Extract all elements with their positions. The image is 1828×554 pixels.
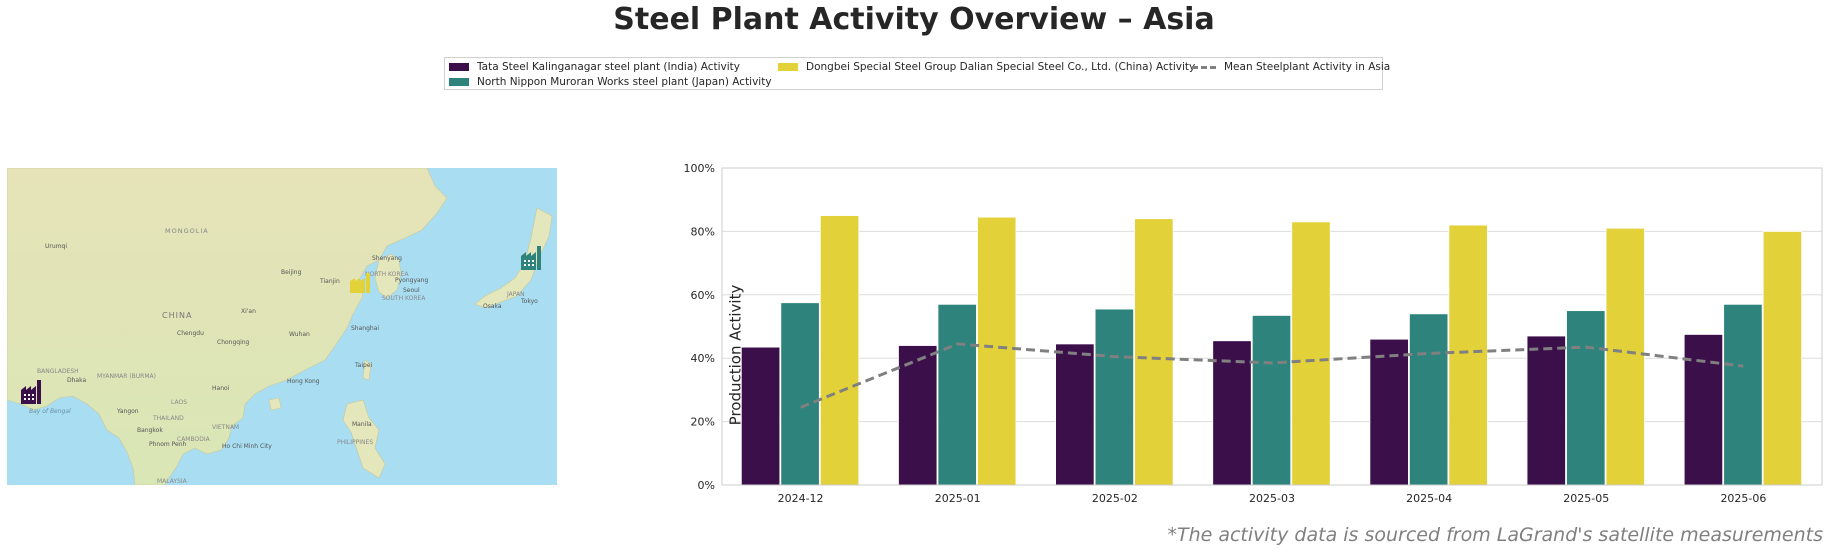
map-label: Manila — [352, 421, 372, 428]
legend-item-japan: North Nippon Muroran Works steel plant (… — [449, 76, 772, 88]
x-tick-label: 2025-02 — [1092, 492, 1138, 505]
bar — [1408, 313, 1449, 486]
x-tick-label: 2025-01 — [935, 492, 981, 505]
map-label: CAMBODIA — [177, 436, 211, 443]
factory-icon-china — [350, 273, 370, 293]
map-label: Osaka — [483, 303, 502, 310]
bar — [1094, 308, 1135, 486]
bar — [1683, 334, 1724, 486]
footnote: *The activity data is sourced from LaGra… — [1167, 524, 1823, 546]
bar — [937, 303, 977, 486]
legend-label-china: Dongbei Special Steel Group Dalian Speci… — [806, 61, 1196, 73]
legend-label-japan: North Nippon Muroran Works steel plant (… — [477, 76, 772, 88]
map-label: VIETNAM — [212, 424, 239, 431]
x-tick-label: 2024-12 — [778, 492, 824, 505]
y-tick-label: 0% — [698, 479, 715, 492]
bar — [1251, 315, 1292, 486]
bar — [1448, 224, 1488, 486]
factory-icon-india — [21, 380, 41, 404]
map-label: MONGOLIA — [165, 227, 209, 235]
x-tick-label: 2025-05 — [1563, 492, 1609, 505]
map-label: Taipei — [354, 362, 373, 369]
map-label: Shenyang — [372, 255, 402, 262]
bar — [1291, 221, 1331, 486]
map-label: MYANMAR (BURMA) — [97, 373, 156, 380]
factory-icon-japan — [521, 246, 541, 270]
map-label: Beijing — [281, 269, 302, 276]
map-label: Dhaka — [67, 377, 86, 384]
map-taiwan — [362, 359, 372, 381]
bar — [1605, 227, 1645, 486]
map-label: SOUTH KOREA — [382, 295, 426, 302]
map-label: THAILAND — [152, 415, 184, 422]
bar — [819, 215, 860, 486]
legend-swatch-china — [778, 63, 798, 71]
bar — [1566, 310, 1606, 486]
legend-item-mean: Mean Steelplant Activity in Asia — [1192, 61, 1390, 73]
bar — [1369, 338, 1409, 486]
y-axis-label: Production Activity — [726, 284, 745, 426]
bar — [1762, 230, 1803, 486]
map-label: BANGLADESH — [37, 368, 79, 375]
legend-swatch-mean — [1192, 65, 1216, 69]
map-label: Hanoi — [212, 385, 230, 392]
map-label: Ho Chi Minh City — [222, 443, 272, 450]
map-label: Chengdu — [177, 330, 204, 337]
y-tick-label: 100% — [684, 162, 715, 175]
bar — [1723, 303, 1763, 486]
bar — [1134, 218, 1174, 486]
y-tick-label: 40% — [691, 352, 715, 365]
map-label: MALAYSIA — [157, 478, 188, 485]
mean-activity-line — [800, 342, 1744, 409]
map-label: PHILIPPINES — [337, 439, 373, 446]
map-hainan — [268, 397, 282, 411]
y-tick-label: 80% — [691, 225, 715, 238]
map-label: Chongqing — [217, 339, 250, 346]
plot-frame — [721, 167, 1823, 486]
map-mainland — [7, 168, 448, 485]
bar — [1055, 343, 1095, 486]
map-philippines — [342, 399, 386, 479]
map-graphic: MONGOLIA Urumqi Beijing Tianjin Shenyang… — [7, 168, 557, 485]
legend-swatch-japan — [449, 78, 469, 86]
y-tick-label: 20% — [691, 416, 715, 429]
map-label: LAOS — [171, 399, 187, 406]
legend: Tata Steel Kalinganagar steel plant (Ind… — [444, 57, 1390, 90]
bar — [780, 302, 820, 486]
map-label: NORTH KOREA — [365, 271, 409, 278]
map-korea — [374, 253, 402, 299]
map-label: Tianjin — [319, 278, 340, 285]
bar — [1526, 335, 1566, 486]
legend-swatch-india — [449, 63, 469, 71]
x-tick-label: 2025-03 — [1249, 492, 1295, 505]
asia-map: MONGOLIA Urumqi Beijing Tianjin Shenyang… — [7, 168, 557, 485]
map-label: Wuhan — [289, 331, 310, 338]
map-label: Phnom Penh — [149, 441, 187, 448]
map-label: CHINA — [162, 311, 192, 320]
map-label: Hong Kong — [287, 378, 320, 385]
chart-title: Steel Plant Activity Overview – Asia — [613, 2, 1215, 37]
map-label: Yangon — [116, 408, 139, 415]
bar — [740, 346, 781, 486]
legend-item-india: Tata Steel Kalinganagar steel plant (Ind… — [449, 61, 740, 73]
map-label: Shanghai — [351, 325, 379, 332]
legend-item-china: Dongbei Special Steel Group Dalian Speci… — [778, 61, 1195, 73]
bar — [977, 216, 1017, 486]
bar — [898, 345, 938, 486]
map-label: Urumqi — [45, 243, 67, 250]
x-tick-label: 2025-04 — [1406, 492, 1452, 505]
x-tick-label: 2025-06 — [1720, 492, 1766, 505]
map-label: Xi'an — [241, 308, 256, 315]
legend-label-mean: Mean Steelplant Activity in Asia — [1224, 61, 1391, 73]
map-label: Tokyo — [520, 298, 538, 305]
legend-label-india: Tata Steel Kalinganagar steel plant (Ind… — [477, 61, 740, 73]
y-tick-label: 60% — [691, 289, 715, 302]
map-label: Bay of Bengal — [29, 408, 71, 415]
bar — [1212, 340, 1252, 486]
map-label: Pyongyang — [395, 277, 428, 284]
map-label: JAPAN — [506, 291, 525, 298]
map-label: Bangkok — [137, 427, 163, 434]
map-label: Seoul — [403, 287, 420, 294]
